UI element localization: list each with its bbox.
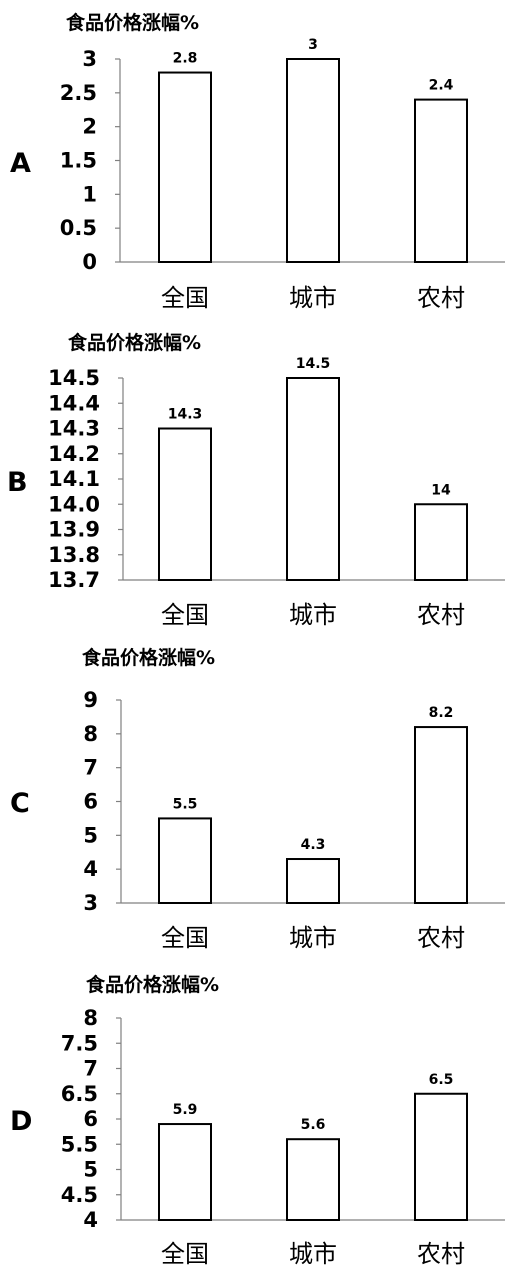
bar [158, 817, 212, 905]
category-label: 全国 [161, 1240, 209, 1268]
y-tick-label: 1 [82, 182, 97, 206]
category-label: 全国 [161, 601, 209, 629]
data-label: 3 [308, 37, 318, 53]
y-tick-label: 13.9 [48, 518, 100, 542]
data-label: 14.3 [168, 407, 203, 423]
y-tick-label: 14.5 [48, 366, 100, 390]
y-tick-label: 14.3 [48, 417, 100, 441]
panel-label-c: C [10, 788, 30, 819]
data-label: 5.6 [301, 1117, 326, 1133]
bar [286, 377, 340, 581]
y-tick-label: 14.4 [48, 391, 100, 415]
category-label: 全国 [161, 924, 209, 952]
y-tick-label: 7 [83, 756, 98, 780]
y-tick-label: 5 [83, 823, 98, 847]
category-label: 农村 [417, 601, 465, 629]
y-tick-label: 9 [83, 688, 98, 712]
y-tick-label: 5.5 [61, 1132, 98, 1156]
bar [158, 427, 212, 581]
data-label: 14 [431, 482, 451, 498]
chart-title-d: 食品价格涨幅% [86, 973, 219, 996]
y-tick-label: 1.5 [60, 149, 97, 173]
panel-label-a: A [10, 148, 31, 179]
y-tick-label: 14.1 [48, 467, 100, 491]
category-label: 城市 [289, 601, 337, 629]
y-tick-label: 6.5 [61, 1082, 98, 1106]
y-tick-label: 2.5 [60, 81, 97, 105]
data-label: 6.5 [429, 1072, 454, 1088]
y-tick-label: 0 [82, 250, 97, 274]
y-tick-label: 7 [83, 1057, 98, 1081]
data-label: 14.5 [296, 356, 331, 372]
bar [286, 58, 340, 263]
y-tick-label: 3 [83, 891, 98, 915]
y-tick-label: 13.8 [48, 543, 100, 567]
y-tick-label: 6 [83, 790, 98, 814]
data-label: 5.5 [173, 796, 198, 812]
category-label: 城市 [289, 924, 337, 952]
y-tick-label: 7.5 [61, 1031, 98, 1055]
bar [414, 726, 468, 904]
y-tick-label: 8 [83, 1006, 98, 1030]
chart-title-a: 食品价格涨幅% [66, 11, 199, 34]
bar [286, 1138, 340, 1221]
category-label: 全国 [161, 284, 209, 312]
y-tick-label: 4.5 [61, 1183, 98, 1207]
data-label: 2.4 [429, 78, 454, 94]
y-tick-label: 0.5 [60, 216, 97, 240]
category-label: 城市 [289, 1240, 337, 1268]
category-label: 城市 [289, 284, 337, 312]
data-label: 2.8 [173, 51, 198, 67]
y-tick-label: 14.2 [48, 442, 100, 466]
y-tick-label: 2 [82, 115, 97, 139]
category-label: 农村 [417, 1240, 465, 1268]
chart-title-b: 食品价格涨幅% [68, 331, 201, 354]
y-tick-label: 4 [83, 857, 98, 881]
y-tick-label: 3 [82, 47, 97, 71]
bar [286, 858, 340, 904]
y-tick-label: 4 [83, 1208, 98, 1232]
category-label: 农村 [417, 284, 465, 312]
y-tick-label: 13.7 [48, 568, 100, 592]
y-tick-label: 6 [83, 1107, 98, 1131]
panel-label-b: B [7, 467, 28, 498]
bar [158, 71, 212, 263]
panel-label-d: D [10, 1106, 32, 1137]
data-label: 5.9 [173, 1102, 198, 1118]
y-tick-label: 8 [83, 722, 98, 746]
data-label: 4.3 [301, 837, 326, 853]
y-tick-label: 14.0 [48, 492, 100, 516]
bar [158, 1123, 212, 1222]
data-label: 8.2 [429, 705, 454, 721]
category-label: 农村 [417, 924, 465, 952]
bar [414, 98, 468, 263]
y-tick-label: 5 [83, 1158, 98, 1182]
bar [414, 503, 468, 581]
chart-title-c: 食品价格涨幅% [82, 646, 215, 669]
bar [414, 1092, 468, 1221]
